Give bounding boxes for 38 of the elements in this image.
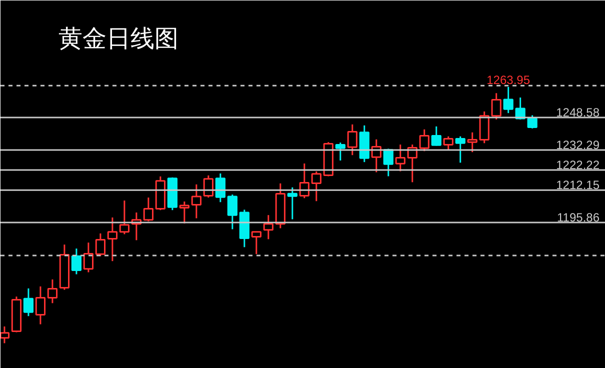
ref-line-label: 1212.15 bbox=[556, 178, 600, 192]
candlestick bbox=[47, 278, 58, 304]
candlestick bbox=[83, 242, 94, 274]
candlestick bbox=[23, 288, 34, 317]
ref-line-label: 1232.29 bbox=[556, 138, 600, 152]
candlestick bbox=[287, 186, 298, 220]
candlestick bbox=[35, 286, 46, 326]
candlestick bbox=[527, 114, 538, 130]
candlestick bbox=[467, 132, 478, 153]
candlestick bbox=[491, 92, 502, 120]
candlestick bbox=[203, 174, 214, 198]
candlestick bbox=[191, 184, 202, 220]
candlestick bbox=[119, 200, 130, 235]
candlestick bbox=[215, 172, 226, 203]
candlestick bbox=[431, 126, 442, 146]
ref-line-label: 1195.86 bbox=[557, 210, 600, 225]
annotation: 1263.95 bbox=[486, 72, 530, 87]
candlestick bbox=[95, 232, 106, 257]
candlestick bbox=[503, 86, 514, 114]
candlestick bbox=[395, 144, 406, 172]
candlestick bbox=[383, 148, 394, 177]
ref-line-label: 1222.22 bbox=[556, 158, 600, 172]
candlestick bbox=[263, 214, 274, 240]
candlestick bbox=[335, 142, 346, 162]
candlestick bbox=[227, 194, 238, 230]
text: 黄金日线图 bbox=[58, 24, 178, 52]
candlestick bbox=[479, 110, 490, 144]
candlestick bbox=[455, 136, 466, 164]
candlestick bbox=[347, 124, 358, 156]
candlestick bbox=[419, 128, 430, 152]
candlestick bbox=[311, 170, 322, 202]
candlestick bbox=[107, 216, 118, 262]
candlestick bbox=[251, 231, 262, 255]
candlestick bbox=[143, 196, 154, 222]
candlestick bbox=[71, 248, 82, 276]
candlestick bbox=[179, 200, 190, 224]
ref-line-label: 1248.58 bbox=[556, 105, 600, 120]
candlestick bbox=[443, 136, 454, 150]
